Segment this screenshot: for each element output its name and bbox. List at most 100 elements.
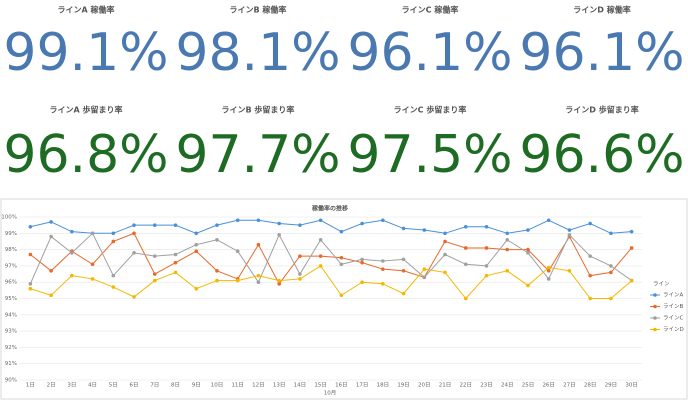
data-point: [277, 282, 281, 286]
data-point: [70, 229, 74, 234]
data-point: [132, 231, 136, 236]
data-point: [588, 254, 592, 258]
data-point: [546, 277, 551, 281]
x-tick-label: 21日: [439, 382, 452, 389]
kpi-title: ラインD 歩留まり率: [565, 105, 638, 115]
data-point: [567, 268, 572, 273]
data-point: [463, 224, 468, 229]
x-tick-label: 10日: [211, 382, 224, 389]
y-tick-label: 92%: [5, 345, 17, 351]
data-point: [49, 293, 53, 298]
data-point: [588, 273, 592, 278]
data-point: [277, 233, 281, 237]
x-tick-label: 16日: [335, 382, 348, 389]
data-point: [381, 267, 385, 271]
series-line: [30, 265, 632, 300]
kpi-title: ラインA 歩留まり率: [50, 105, 123, 115]
data-point: [173, 223, 178, 227]
data-point: [152, 278, 157, 283]
data-point: [484, 224, 489, 229]
x-tick-label: 25日: [522, 382, 535, 389]
data-point: [152, 254, 157, 258]
x-tick-label: 27日: [563, 382, 576, 389]
data-point: [567, 228, 572, 232]
data-point: [546, 265, 551, 270]
data-point: [256, 218, 261, 223]
chart-frame: [0, 198, 688, 400]
data-point: [505, 247, 510, 252]
data-point: [463, 262, 468, 267]
y-tick-label: 93%: [5, 329, 17, 335]
data-point: [318, 218, 323, 223]
data-point: [28, 252, 33, 257]
kpi-title: ラインB 歩留まり率: [222, 105, 295, 115]
data-point: [256, 242, 261, 247]
data-point: [609, 231, 613, 236]
data-point: [194, 242, 199, 247]
data-point: [422, 228, 427, 232]
data-point: [215, 268, 219, 273]
data-point: [401, 257, 406, 262]
data-point: [90, 262, 95, 267]
data-point: [194, 231, 199, 236]
data-point: [381, 218, 385, 223]
x-tick-label: 6日: [130, 382, 139, 389]
data-point: [318, 254, 323, 258]
data-point: [235, 218, 240, 223]
data-point: [111, 231, 116, 236]
x-tick-label: 23日: [480, 382, 493, 389]
x-tick-label: 20日: [418, 382, 431, 389]
data-point: [298, 254, 302, 258]
data-point: [28, 224, 33, 229]
data-point: [381, 282, 385, 286]
data-point: [484, 273, 489, 278]
data-point: [318, 264, 323, 268]
data-point: [90, 277, 95, 281]
data-point: [360, 257, 364, 262]
data-point: [339, 293, 344, 298]
y-tick-label: 97%: [5, 263, 17, 269]
data-point: [235, 278, 240, 283]
data-point: [567, 233, 572, 237]
data-point: [70, 273, 74, 278]
data-point: [526, 228, 530, 232]
x-tick-label: 4日: [88, 382, 97, 389]
data-point: [49, 220, 53, 224]
data-point: [526, 283, 530, 288]
data-point: [443, 252, 447, 257]
data-point: [588, 221, 592, 226]
x-tick-label: 19日: [397, 382, 410, 389]
y-tick-label: 90%: [5, 378, 17, 384]
data-point: [609, 270, 613, 275]
data-point: [49, 268, 53, 273]
data-point: [526, 247, 530, 252]
legend-title: ライン: [653, 281, 670, 288]
data-point: [173, 260, 178, 265]
data-point: [298, 223, 302, 227]
data-point: [132, 223, 136, 227]
data-point: [629, 229, 634, 234]
x-tick-label: 22日: [460, 382, 473, 389]
y-tick-label: 96%: [5, 280, 17, 286]
x-axis-label: 10月: [324, 390, 337, 397]
data-point: [546, 268, 551, 273]
data-point: [256, 273, 261, 278]
series-line: [30, 219, 632, 234]
kpi-value: 96.6%: [519, 125, 684, 185]
kpi-value: 98.1%: [175, 23, 340, 83]
x-tick-label: 7日: [150, 382, 159, 389]
x-tick-label: 28日: [584, 382, 597, 389]
kpi-value: 96.8%: [3, 125, 168, 185]
kpi-value: 96.1%: [347, 23, 512, 83]
data-point: [422, 275, 427, 280]
data-point: [132, 295, 136, 299]
data-point: [28, 282, 33, 286]
data-point: [298, 277, 302, 281]
y-tick-label: 100%: [1, 215, 17, 221]
data-point: [152, 272, 157, 276]
data-point: [360, 280, 364, 285]
data-point: [70, 251, 74, 255]
kpi-value: 97.5%: [347, 125, 512, 185]
data-point: [298, 272, 302, 276]
data-point: [629, 278, 634, 283]
